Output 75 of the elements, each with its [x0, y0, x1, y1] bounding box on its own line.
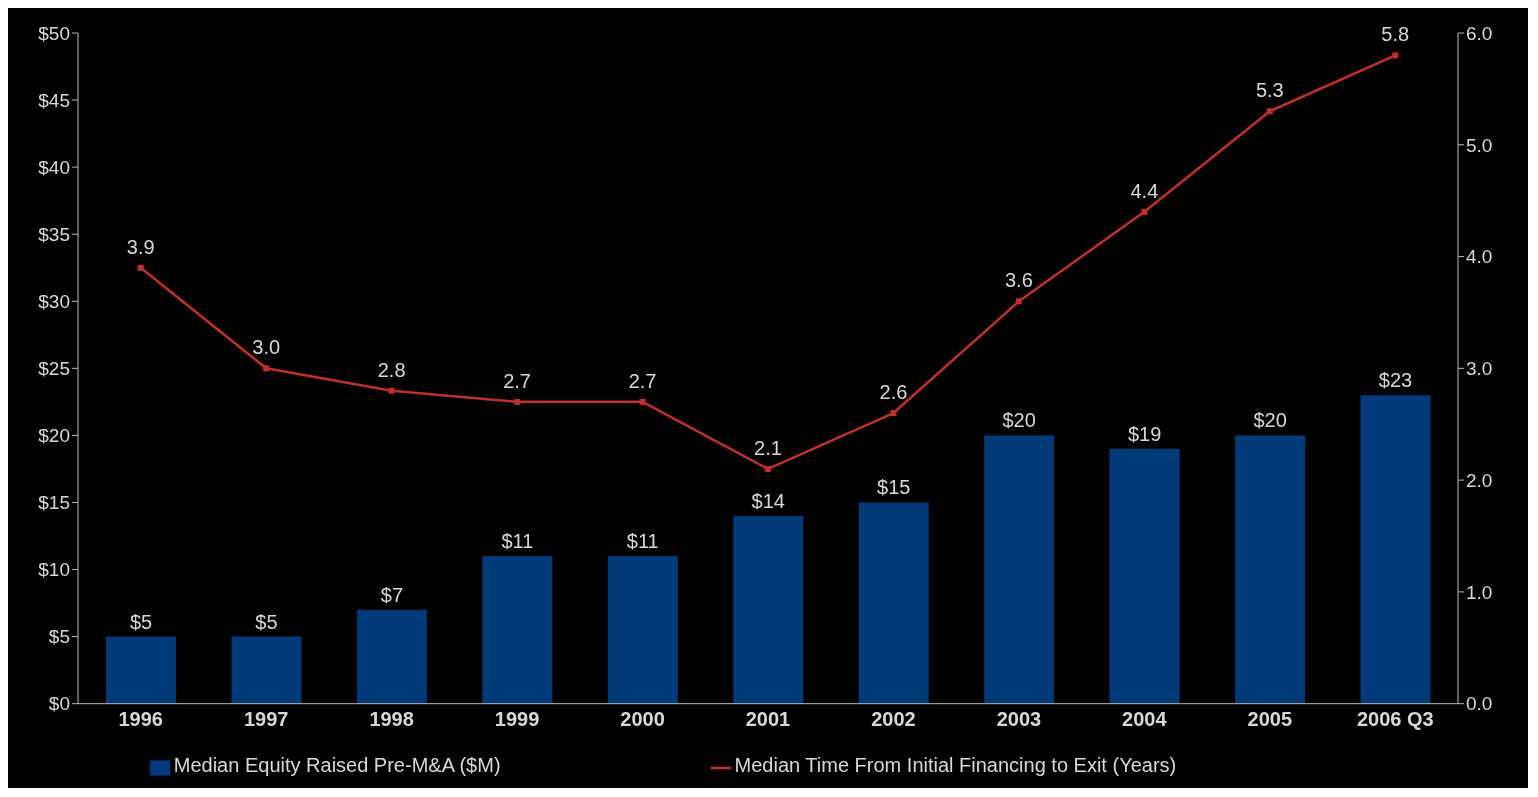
data-label: $11 [626, 530, 659, 553]
bar [482, 556, 553, 704]
x-tick-label: 1999 [494, 707, 540, 730]
data-label: 4.4 [1130, 179, 1159, 202]
point [137, 264, 144, 271]
data-label: $19 [1127, 422, 1162, 445]
data-label: 3.6 [1005, 269, 1033, 292]
data-label: 3.9 [126, 235, 155, 258]
point [388, 387, 395, 394]
y-tick-label: $10 [38, 559, 70, 581]
bar [231, 636, 302, 704]
point [639, 398, 646, 405]
bar [858, 502, 929, 704]
data-label: $20 [1253, 409, 1287, 432]
x-tick-label: 2003 [996, 707, 1042, 730]
y2-tick-label: 6.0 [1466, 22, 1493, 44]
y-tick-label: $25 [38, 358, 70, 380]
data-label: 5.3 [1255, 79, 1284, 102]
y2-tick-label: 4.0 [1466, 246, 1493, 268]
bar [1360, 395, 1431, 704]
point [765, 465, 771, 472]
data-label: 2.8 [377, 358, 406, 381]
point [263, 365, 270, 372]
y-tick-label: $45 [38, 89, 70, 111]
y-tick-label: $0 [48, 693, 70, 715]
point [1266, 108, 1273, 115]
bar [356, 609, 427, 704]
y-tick-label: $35 [38, 223, 70, 245]
data-label: $23 [1378, 369, 1413, 392]
bar [106, 636, 176, 704]
x-tick-label: 1997 [243, 707, 289, 730]
data-label: 2.7 [503, 369, 531, 392]
y2-tick-label: 3.0 [1466, 358, 1493, 380]
x-tick-label: 2004 [1122, 707, 1168, 730]
y-tick-label: $20 [38, 425, 70, 447]
x-tick-label: 2000 [620, 707, 665, 730]
legend-label: Median Equity Raised Pre-M&A ($M) [173, 753, 501, 776]
bar [1109, 448, 1180, 704]
legend-label: Median Time From Initial Financing to Exit (Years) [734, 753, 1177, 776]
point [890, 410, 897, 417]
y-tick-label: $15 [38, 492, 70, 514]
data-label: 5.8 [1381, 23, 1410, 46]
data-label: $5 [129, 610, 153, 633]
data-label: $15 [877, 476, 911, 499]
data-label: $7 [380, 583, 404, 606]
y2-tick-label: 0.0 [1466, 693, 1493, 715]
data-label: $14 [751, 489, 785, 512]
x-tick-label: 1996 [118, 707, 163, 730]
x-tick-label: 1998 [369, 707, 414, 730]
bar [1235, 435, 1306, 704]
point [1015, 298, 1022, 305]
bar [607, 556, 678, 704]
point [1141, 208, 1148, 215]
y-tick-label: $5 [48, 626, 70, 648]
y2-tick-label: 2.0 [1466, 469, 1493, 491]
y2-tick-label: 5.0 [1466, 134, 1493, 156]
data-label: $20 [1002, 409, 1036, 432]
data-label: $11 [501, 530, 534, 553]
data-label: 2.1 [754, 436, 782, 459]
data-label: $5 [255, 610, 278, 633]
x-tick-label: 2006 Q3 [1356, 707, 1434, 730]
data-label: 3.0 [252, 336, 281, 359]
x-tick-label: 2001 [745, 707, 791, 730]
data-label: 2.6 [879, 381, 908, 404]
y-tick-label: $40 [38, 156, 70, 178]
data-label: 2.7 [628, 369, 657, 392]
y-tick-label: $50 [38, 22, 70, 44]
y2-tick-label: 1.0 [1466, 581, 1493, 603]
y-tick-label: $30 [38, 291, 70, 313]
point [1392, 52, 1399, 59]
x-tick-label: 2002 [871, 707, 916, 730]
bar [984, 435, 1055, 704]
bar [733, 515, 804, 704]
point [514, 398, 521, 405]
x-tick-label: 2005 [1247, 707, 1293, 730]
